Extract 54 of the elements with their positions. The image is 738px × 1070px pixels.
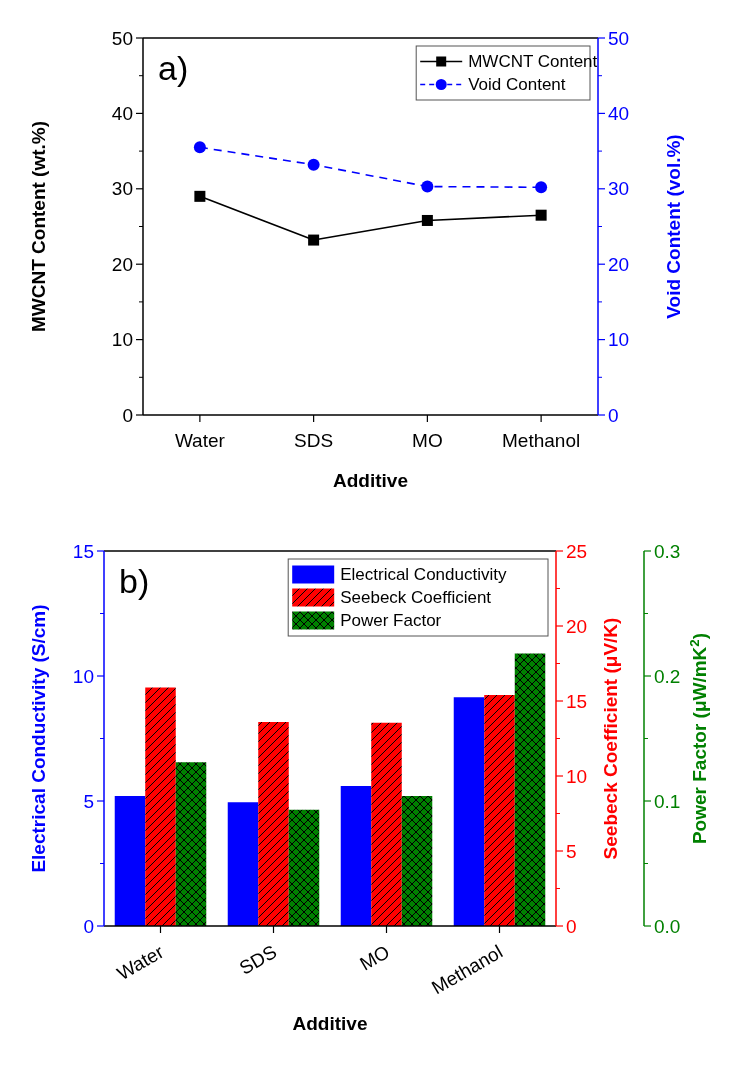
point	[421, 214, 433, 226]
x-tick-label: SDS	[294, 429, 334, 451]
legend-label: Void Content	[468, 75, 566, 95]
y2-axis-title: Seebeck Coefficient (μV/K)	[600, 617, 621, 860]
y-tick-label: 10	[111, 329, 133, 351]
x-axis-title: Additive	[292, 1013, 368, 1034]
y-tick-label: 0	[122, 404, 133, 426]
chart-title: a)	[158, 49, 189, 87]
y2-tick-label: 30	[608, 178, 630, 200]
legend-label: Electrical Conductivity	[340, 565, 507, 585]
legend-label: MWCNT Content	[468, 52, 598, 72]
y-tick-label: 20	[111, 253, 133, 275]
point	[194, 190, 206, 202]
y2-tick-label: 10	[566, 765, 588, 787]
x-tick-label: MO	[356, 941, 394, 975]
chart-title: b)	[119, 562, 150, 600]
y2-tick-label: 20	[608, 253, 630, 275]
y3-tick-label: 0.2	[654, 665, 681, 687]
y2-tick-label: 15	[566, 690, 588, 712]
x-tick-label: Water	[174, 429, 226, 451]
point	[193, 141, 206, 154]
point	[308, 234, 320, 246]
y-tick-label: 0	[83, 915, 94, 937]
y3-tick-label: 0.3	[654, 540, 681, 562]
y2-tick-label: 0	[608, 404, 619, 426]
y2-tick-label: 10	[608, 329, 630, 351]
y-tick-label: 50	[111, 27, 133, 49]
y-tick-label: 40	[111, 103, 133, 125]
point	[421, 180, 434, 193]
y-tick-label: 10	[72, 665, 94, 687]
y2-tick-label: 50	[608, 27, 630, 49]
point	[535, 181, 548, 194]
y2-tick-label: 20	[566, 615, 588, 637]
x-tick-label: MO	[412, 429, 443, 451]
y2-tick-label: 25	[566, 540, 588, 562]
point	[535, 209, 547, 221]
y-tick-label: 5	[83, 790, 94, 812]
y2-tick-label: 0	[566, 915, 577, 937]
legend-label: Seebeck Coefficient	[340, 588, 492, 608]
y-tick-label: 15	[72, 540, 94, 562]
y-tick-label: 30	[111, 178, 133, 200]
y-axis-title: Electrical Conductivity (S/cm)	[28, 604, 49, 873]
y2-tick-label: 5	[566, 840, 577, 862]
y2-axis-title: Void Content (vol.%)	[663, 134, 684, 319]
y-axis-title: MWCNT Content (wt.%)	[28, 120, 49, 333]
x-tick-label: SDS	[235, 941, 281, 979]
y2-tick-label: 40	[608, 103, 630, 125]
x-tick-label: Methanol	[502, 429, 581, 451]
y3-tick-label: 0.1	[654, 790, 681, 812]
x-axis-title: Additive	[333, 470, 408, 491]
x-tick-label: Water	[113, 940, 168, 985]
point	[307, 158, 320, 171]
legend-label: Power Factor	[340, 611, 442, 631]
y3-tick-label: 0.0	[654, 915, 681, 937]
